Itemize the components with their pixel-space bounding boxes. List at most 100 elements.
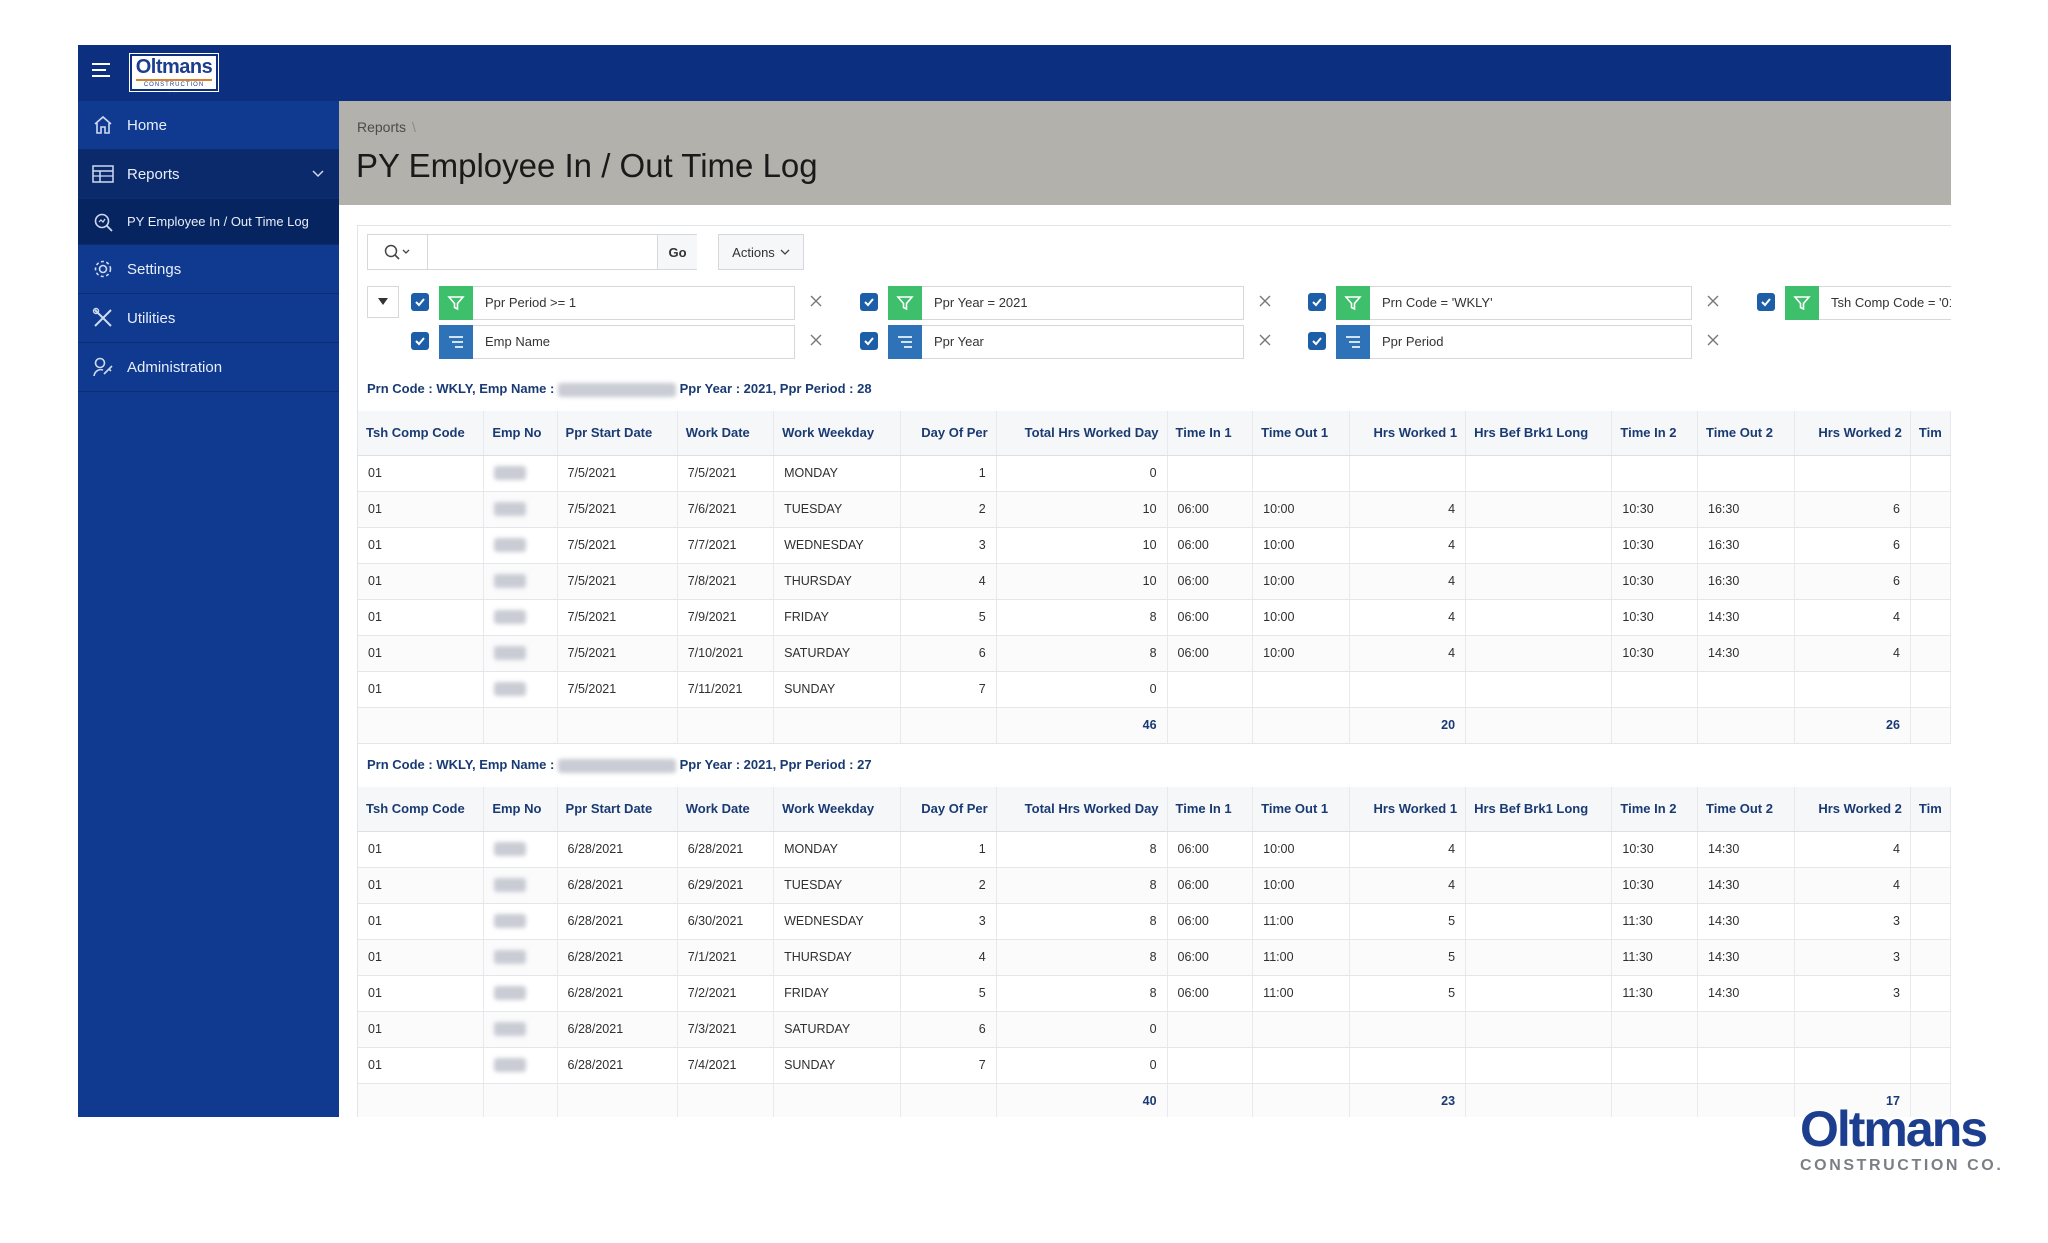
enable-checkbox[interactable] — [860, 332, 878, 350]
column-header[interactable]: Day Of Per — [900, 787, 997, 832]
filter-expression[interactable]: Ppr Period >= 1 — [473, 286, 795, 320]
column-header[interactable]: Ppr Start Date — [557, 787, 678, 832]
table-cell — [1167, 1047, 1254, 1084]
table-cell: 7/5/2021 — [557, 599, 678, 636]
enable-checkbox[interactable] — [860, 293, 878, 311]
checkmark-icon — [1761, 298, 1771, 307]
app-logo[interactable]: Oltmans CONSTRUCTION CO. — [129, 53, 219, 96]
table-cell: 10:00 — [1252, 599, 1350, 636]
checkmark-icon — [415, 298, 425, 307]
total-cell — [677, 1083, 775, 1117]
column-header[interactable]: Hrs Bef Brk1 Long — [1465, 787, 1613, 832]
column-header[interactable]: Time Out 2 — [1697, 787, 1795, 832]
sidebar: Home Reports PY Employee In / Out Time L… — [78, 101, 339, 1117]
column-header[interactable]: Work Weekday — [773, 787, 902, 832]
remove-filter-button[interactable] — [1258, 294, 1274, 310]
column-header[interactable]: Time In 2 — [1611, 411, 1699, 456]
sidebar-item-label: Utilities — [127, 309, 176, 327]
column-header[interactable]: Total Hrs Worked Day — [996, 411, 1168, 456]
remove-filter-button[interactable] — [809, 294, 825, 310]
column-header[interactable]: Work Date — [677, 411, 775, 456]
column-header[interactable]: Time Out 1 — [1252, 411, 1350, 456]
redacted-emp-no — [483, 527, 558, 564]
sidebar-item-utilities[interactable]: Utilities — [78, 294, 339, 343]
column-header[interactable]: Time In 1 — [1167, 411, 1254, 456]
total-cell — [1697, 1083, 1795, 1117]
filter-expression[interactable]: Ppr Year = 2021 — [922, 286, 1244, 320]
filter-expression[interactable]: Ppr Period — [1370, 325, 1692, 359]
column-header[interactable]: Time Out 2 — [1697, 411, 1795, 456]
sidebar-item-settings[interactable]: Settings — [78, 245, 339, 294]
collapse-filters-toggle[interactable] — [367, 286, 399, 318]
column-header[interactable]: Tim — [1910, 411, 1951, 456]
enable-checkbox[interactable] — [411, 293, 429, 311]
enable-checkbox[interactable] — [411, 332, 429, 350]
column-header[interactable]: Work Date — [677, 787, 775, 832]
column-header[interactable]: Day Of Per — [900, 411, 997, 456]
table-cell: 0 — [996, 1011, 1168, 1048]
go-button[interactable]: Go — [657, 235, 697, 269]
table-cell — [1349, 1047, 1467, 1084]
remove-filter-button[interactable] — [1706, 333, 1722, 349]
table-cell: 10:00 — [1252, 563, 1350, 600]
redacted-emp-no — [483, 1011, 558, 1048]
column-header[interactable]: Tsh Comp Code — [358, 411, 485, 456]
sort-icon — [1346, 336, 1360, 348]
column-header[interactable]: Total Hrs Worked Day — [996, 787, 1168, 832]
table-cell: 2 — [900, 867, 997, 904]
column-header[interactable]: Emp No — [483, 787, 558, 832]
main-content: Reports \ PY Employee In / Out Time Log G… — [339, 101, 1951, 1117]
redacted-emp-no — [483, 831, 558, 868]
column-header[interactable]: Hrs Worked 2 — [1794, 411, 1911, 456]
filter-expression[interactable]: Emp Name — [473, 325, 795, 359]
chevron-down-icon[interactable] — [311, 166, 325, 184]
table-cell — [1910, 1047, 1951, 1084]
column-header[interactable]: Hrs Worked 1 — [1349, 411, 1467, 456]
column-header[interactable]: Tim — [1910, 787, 1951, 832]
table-cell: 5 — [1349, 975, 1467, 1012]
column-header[interactable]: Hrs Worked 2 — [1794, 787, 1911, 832]
table-cell — [1465, 1047, 1613, 1084]
table-row: 01 6/28/2021 7/2/2021 FRIDAY 5 8 06:00 11:00 5 11… — [358, 975, 1951, 1012]
column-header[interactable]: Ppr Start Date — [557, 411, 678, 456]
column-header[interactable]: Tsh Comp Code — [358, 787, 485, 832]
column-header[interactable]: Hrs Bef Brk1 Long — [1465, 411, 1613, 456]
enable-checkbox[interactable] — [1308, 332, 1326, 350]
column-header[interactable]: Time In 2 — [1611, 787, 1699, 832]
table-cell: 16:30 — [1697, 491, 1795, 528]
search-input[interactable] — [429, 235, 657, 269]
breadcrumb-reports-link[interactable]: Reports — [357, 119, 407, 135]
remove-filter-button[interactable] — [1706, 294, 1722, 310]
table-cell — [1697, 671, 1795, 708]
enable-checkbox[interactable] — [1757, 293, 1775, 311]
table-cell: 14:30 — [1697, 903, 1795, 940]
table-cell: 7/9/2021 — [677, 599, 775, 636]
table-cell: 01 — [358, 455, 485, 492]
table-cell — [1349, 455, 1467, 492]
search-column-button[interactable] — [368, 235, 428, 269]
filter-expression[interactable]: Ppr Year — [922, 325, 1244, 359]
column-header[interactable]: Time Out 1 — [1252, 787, 1350, 832]
column-header[interactable]: Work Weekday — [773, 411, 902, 456]
total-cell — [1611, 1083, 1699, 1117]
remove-filter-button[interactable] — [809, 333, 825, 349]
filter-expression[interactable]: Tsh Comp Code = '01' — [1819, 286, 1951, 320]
table-cell: 4 — [1349, 491, 1467, 528]
table-cell: 06:00 — [1167, 975, 1254, 1012]
remove-filter-button[interactable] — [1258, 333, 1274, 349]
table-cell: 10:30 — [1611, 599, 1699, 636]
filter-expression[interactable]: Prn Code = 'WKLY' — [1370, 286, 1692, 320]
app-logo-text: Oltmans — [135, 56, 213, 78]
menu-toggle-icon[interactable] — [92, 63, 112, 83]
table-cell: 10 — [996, 527, 1168, 564]
column-header[interactable]: Hrs Worked 1 — [1349, 787, 1467, 832]
sidebar-item-administration[interactable]: Administration — [78, 343, 339, 392]
enable-checkbox[interactable] — [1308, 293, 1326, 311]
actions-menu-button[interactable]: Actions — [718, 234, 804, 270]
column-header[interactable]: Time In 1 — [1167, 787, 1254, 832]
table-cell: 01 — [358, 1047, 485, 1084]
sidebar-item-py-employee-log[interactable]: PY Employee In / Out Time Log — [78, 199, 339, 245]
sidebar-item-home[interactable]: Home — [78, 101, 339, 150]
column-header[interactable]: Emp No — [483, 411, 558, 456]
sidebar-item-reports[interactable]: Reports — [78, 150, 339, 199]
